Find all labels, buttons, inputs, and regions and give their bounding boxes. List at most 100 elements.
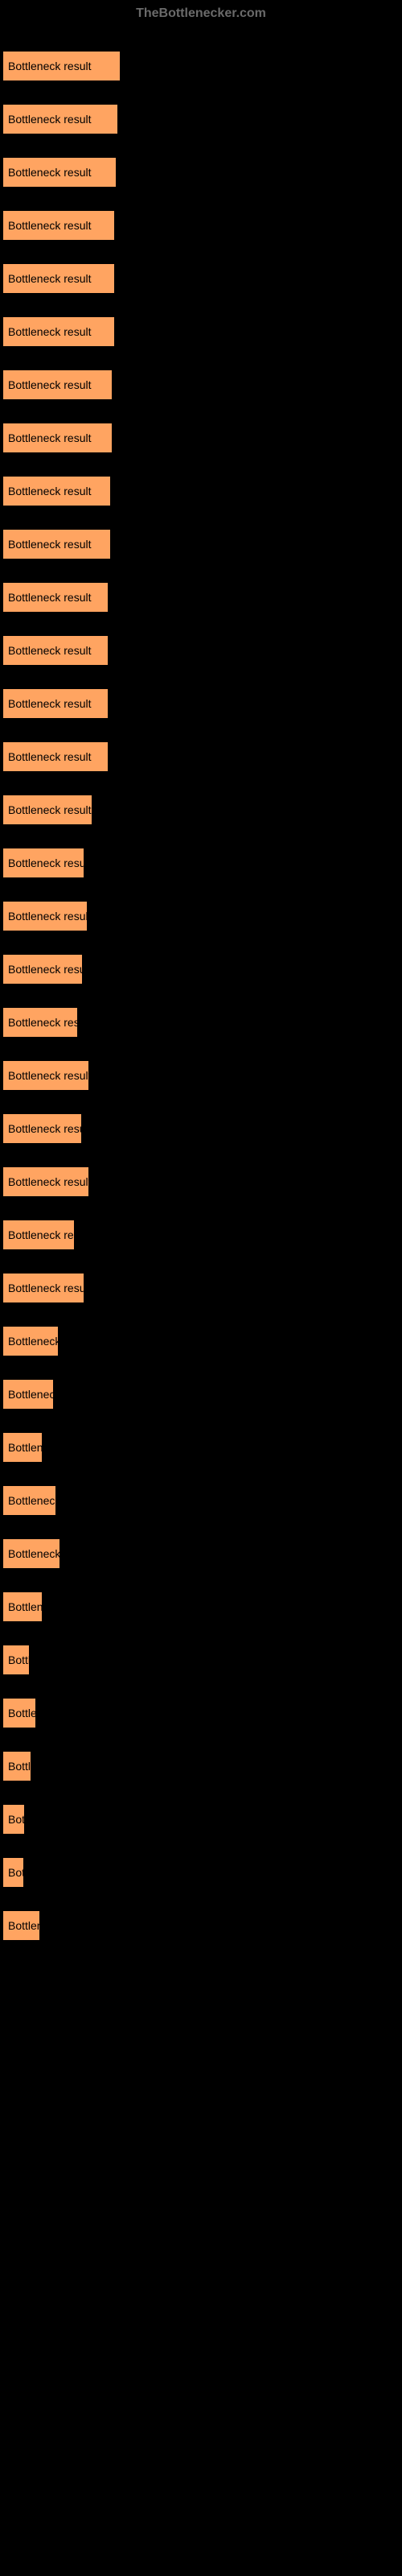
- bar-row: Bottleneck result: [3, 1682, 402, 1728]
- bar-row: Bottleneck result: [3, 1151, 402, 1196]
- bar-inner-label: Bottleneck result: [8, 1707, 35, 1719]
- bar-category-label: [3, 1576, 402, 1589]
- bar: Bottleneck result: [3, 52, 120, 80]
- bar-inner-label: Bottleneck result: [8, 1600, 42, 1613]
- bar-category-label: [3, 1895, 402, 1908]
- bar-row: Bottleneck result: [3, 1523, 402, 1568]
- bar-row: Bottleneck result: [3, 1417, 402, 1462]
- bar-inner-label: Bottleneck result: [8, 219, 92, 232]
- bar-row: Bottleneck result: [3, 779, 402, 824]
- bar-row: Bottleneck result: [3, 460, 402, 506]
- bar-row: Bottleneck result: [3, 195, 402, 240]
- bar-category-label: [3, 1842, 402, 1855]
- bar-inner-label: Bottleneck result: [8, 1441, 42, 1454]
- bar-row: Bottleneck result: [3, 89, 402, 134]
- bar-category-label: [3, 248, 402, 261]
- bar-inner-label: Bottleneck result: [8, 1122, 81, 1135]
- bar-category-label: [3, 620, 402, 633]
- bar-row: Bottleneck result: [3, 354, 402, 399]
- bar: Bottleneck result: [3, 1274, 84, 1302]
- bar-category-label: [3, 1736, 402, 1748]
- bar-inner-label: Bottleneck result: [8, 60, 92, 72]
- bar: Bottleneck result: [3, 1167, 88, 1196]
- bar-row: Bottleneck result: [3, 514, 402, 559]
- bar-row: Bottleneck result: [3, 301, 402, 346]
- bar-category-label: [3, 1311, 402, 1323]
- bar-category-label: [3, 1629, 402, 1642]
- bar-inner-label: Bottleneck result: [8, 485, 92, 497]
- bar-inner-label: Bottleneck result: [8, 803, 92, 816]
- bar: Bottleneck result: [3, 1911, 39, 1940]
- bar-inner-label: Bottleneck result: [8, 697, 92, 710]
- bar-inner-label: Bottleneck result: [8, 750, 92, 763]
- bar-row: Bottleneck result: [3, 1364, 402, 1409]
- bar: Bottleneck result: [3, 848, 84, 877]
- bar: Bottleneck result: [3, 1061, 88, 1090]
- bar-inner-label: Bottleneck result: [8, 1335, 58, 1348]
- bar-row: Bottleneck result: [3, 407, 402, 452]
- bar-row: Bottleneck result: [3, 1204, 402, 1249]
- bar-category-label: [3, 1682, 402, 1695]
- bar: Bottleneck result: [3, 1699, 35, 1728]
- bar-category-label: [3, 1789, 402, 1802]
- bar: Bottleneck result: [3, 742, 108, 771]
- bar-row: Bottleneck result: [3, 992, 402, 1037]
- bar: Bottleneck result: [3, 636, 108, 665]
- bar-row: Bottleneck result: [3, 1736, 402, 1781]
- bar-inner-label: Bottleneck result: [8, 1388, 53, 1401]
- bar-category-label: [3, 1045, 402, 1058]
- bar-inner-label: Bottleneck result: [8, 910, 87, 923]
- bar: Bottleneck result: [3, 1752, 31, 1781]
- bar-inner-label: Bottleneck result: [8, 1866, 23, 1879]
- bottleneck-bar-chart: Bottleneck result Bottleneck result Bottle…: [0, 35, 402, 1940]
- bar-row: Bottleneck result: [3, 832, 402, 877]
- bar-inner-label: Bottleneck result: [8, 1016, 77, 1029]
- bar-row: Bottleneck result: [3, 35, 402, 80]
- bar: Bottleneck result: [3, 1645, 29, 1674]
- bar: Bottleneck result: [3, 317, 114, 346]
- bar-category-label: [3, 142, 402, 155]
- bar-row: Bottleneck result: [3, 1842, 402, 1887]
- bar-row: Bottleneck result: [3, 1045, 402, 1090]
- bar-row: Bottleneck result: [3, 1629, 402, 1674]
- bar-category-label: [3, 1151, 402, 1164]
- bar-inner-label: Bottleneck result: [8, 431, 92, 444]
- bar-category-label: [3, 1257, 402, 1270]
- bar-category-label: [3, 89, 402, 101]
- bar-category-label: [3, 673, 402, 686]
- bar-row: Bottleneck result: [3, 248, 402, 293]
- bar-category-label: [3, 567, 402, 580]
- bar-category-label: [3, 354, 402, 367]
- bar: Bottleneck result: [3, 583, 108, 612]
- bar-inner-label: Bottleneck result: [8, 1069, 88, 1082]
- bar: Bottleneck result: [3, 1220, 74, 1249]
- bar-row: Bottleneck result: [3, 1311, 402, 1356]
- bar: Bottleneck result: [3, 1805, 24, 1834]
- bar-category-label: [3, 779, 402, 792]
- bar: Bottleneck result: [3, 105, 117, 134]
- bar-inner-label: Bottleneck result: [8, 644, 92, 657]
- bar-row: Bottleneck result: [3, 1098, 402, 1143]
- bar-inner-label: Bottleneck result: [8, 1547, 59, 1560]
- bar-category-label: [3, 1364, 402, 1377]
- bar: Bottleneck result: [3, 1486, 55, 1515]
- bar-category-label: [3, 992, 402, 1005]
- bar: Bottleneck result: [3, 1008, 77, 1037]
- bar-row: Bottleneck result: [3, 673, 402, 718]
- bar-category-label: [3, 35, 402, 48]
- bar-row: Bottleneck result: [3, 726, 402, 771]
- bar-row: Bottleneck result: [3, 1257, 402, 1302]
- bar-inner-label: Bottleneck result: [8, 1282, 84, 1294]
- bar-row: Bottleneck result: [3, 567, 402, 612]
- bar-inner-label: Bottleneck result: [8, 538, 92, 551]
- bar-inner-label: Bottleneck result: [8, 1760, 31, 1773]
- bar: Bottleneck result: [3, 264, 114, 293]
- bar: Bottleneck result: [3, 1327, 58, 1356]
- bar: Bottleneck result: [3, 211, 114, 240]
- bar-category-label: [3, 460, 402, 473]
- bar-row: Bottleneck result: [3, 620, 402, 665]
- bar-inner-label: Bottleneck result: [8, 1494, 55, 1507]
- bar: Bottleneck result: [3, 689, 108, 718]
- bar-category-label: [3, 1098, 402, 1111]
- bar-inner-label: Bottleneck result: [8, 857, 84, 869]
